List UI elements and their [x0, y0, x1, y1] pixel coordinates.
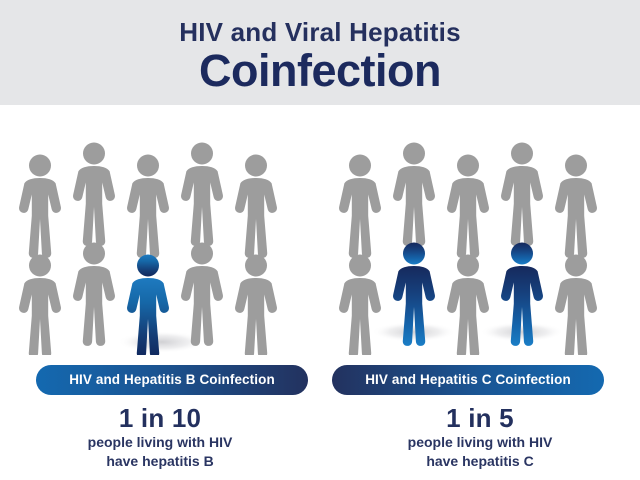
person-icon	[181, 242, 223, 346]
page-title-line-1: HIV and Viral Hepatitis	[179, 17, 461, 47]
stat-description-line-1: people living with HIV	[407, 434, 553, 450]
pictogram-row-top	[339, 142, 597, 258]
header-band: HIV and Viral Hepatitis Coinfection	[0, 0, 640, 105]
pictogram-row-bottom	[339, 242, 597, 355]
person-icon	[73, 142, 115, 246]
person-icon	[339, 154, 381, 258]
panel-hepatitis-b: HIV and Hepatitis B Coinfection 1 in 10 …	[0, 130, 320, 480]
pictogram-hepatitis-c	[320, 130, 640, 355]
label-pill-hepatitis-c: HIV and Hepatitis C Coinfection	[332, 365, 604, 395]
person-icon	[73, 242, 115, 346]
person-icon	[235, 254, 277, 355]
figure-shadow	[480, 322, 564, 342]
figure-shadow	[372, 322, 456, 342]
page-title-line-2: Coinfection	[199, 45, 441, 96]
person-icon	[19, 154, 61, 258]
person-icon	[555, 254, 597, 355]
stat-description-line-2: have hepatitis C	[426, 453, 534, 469]
pictogram-svg-hepatitis-c	[339, 142, 597, 355]
person-icon	[181, 142, 223, 246]
person-icon	[447, 254, 489, 355]
pictogram-hepatitis-b	[0, 130, 320, 355]
stat-description-line-2: have hepatitis B	[106, 453, 214, 469]
person-icon	[19, 254, 61, 355]
stat-description-hepatitis-b: people living with HIV have hepatitis B	[0, 433, 320, 471]
label-pill-hepatitis-b: HIV and Hepatitis B Coinfection	[36, 365, 308, 395]
person-icon	[127, 154, 169, 258]
pictogram-row-top	[19, 142, 277, 258]
stat-description-hepatitis-c: people living with HIV have hepatitis C	[320, 433, 640, 471]
person-icon	[555, 154, 597, 258]
panel-hepatitis-c: HIV and Hepatitis C Coinfection 1 in 5 p…	[320, 130, 640, 480]
stat-headline-hepatitis-c: 1 in 5	[446, 403, 514, 433]
person-icon	[393, 142, 435, 246]
pictogram-svg-hepatitis-b	[19, 142, 277, 355]
person-icon	[339, 254, 381, 355]
person-icon	[447, 154, 489, 258]
stat-description-line-1: people living with HIV	[87, 434, 233, 450]
person-icon	[235, 154, 277, 258]
person-icon	[501, 142, 543, 246]
stat-headline-hepatitis-b: 1 in 10	[118, 403, 202, 433]
